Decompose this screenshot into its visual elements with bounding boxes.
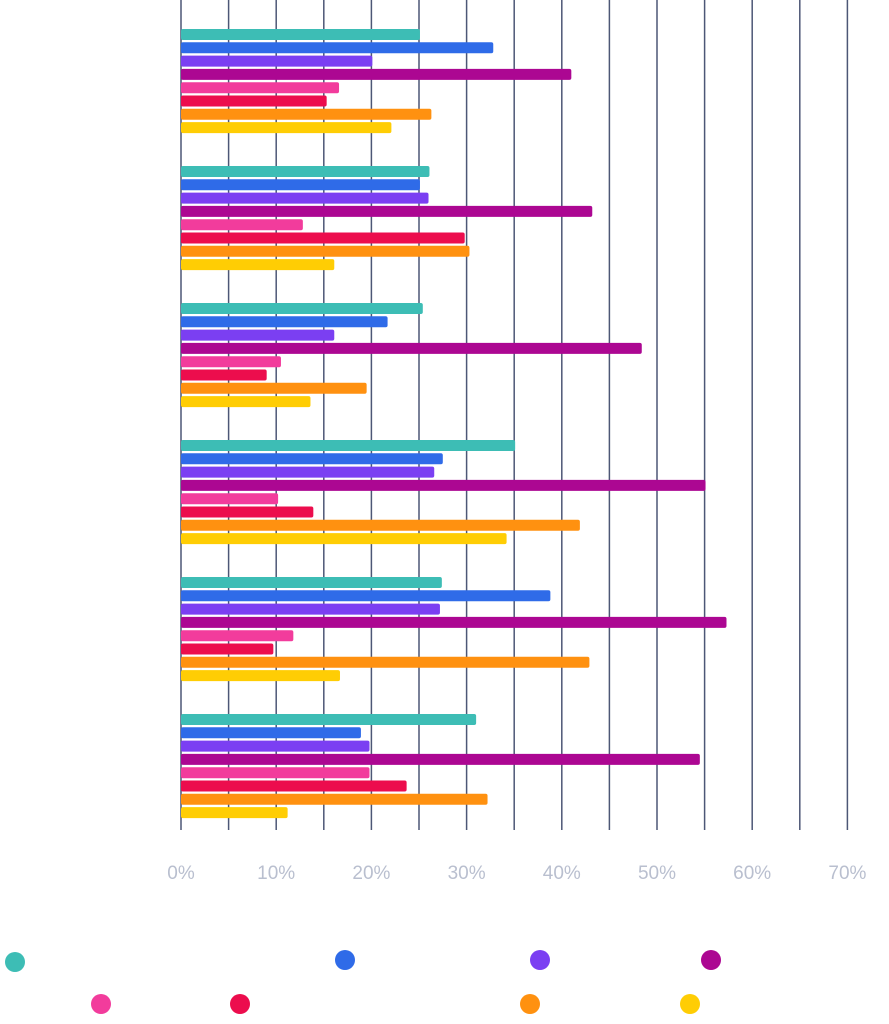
bar-series-7-group-4 <box>181 519 580 531</box>
x-tick-label: 30% <box>448 863 486 884</box>
x-tick-label: 60% <box>733 863 771 884</box>
bar-series-8-group-4 <box>181 533 507 545</box>
bar-series-2-group-4 <box>181 453 443 465</box>
bar-series-8-group-5 <box>181 670 340 682</box>
bar-series-5-group-5 <box>181 630 294 642</box>
bar-series-6-group-5 <box>181 643 274 655</box>
legend-marker-series-3 <box>530 950 550 970</box>
x-axis-ticks: 0% 10% 20% 30% 40% 50% 60% 70% <box>167 863 866 884</box>
bar-series-7-group-1 <box>181 108 432 120</box>
bar-series-6-group-6 <box>181 780 407 792</box>
bar-series-5-group-6 <box>181 767 370 779</box>
bars <box>181 29 727 819</box>
bar-series-1-group-2 <box>181 166 430 177</box>
bar-series-1-group-1 <box>181 29 420 40</box>
legend-marker-series-8 <box>680 994 700 1014</box>
bar-series-2-group-3 <box>181 316 388 328</box>
legend-marker-series-6 <box>230 994 250 1014</box>
legend-marker-series-4 <box>701 950 721 970</box>
bar-series-8-group-2 <box>181 259 335 271</box>
bar-series-1-group-5 <box>181 577 442 588</box>
bar-series-5-group-2 <box>181 219 303 231</box>
bar-series-8-group-6 <box>181 807 288 819</box>
bar-series-4-group-4 <box>181 479 706 491</box>
bar-series-6-group-1 <box>181 95 327 107</box>
x-tick-label: 10% <box>257 863 295 884</box>
bar-series-4-group-5 <box>181 616 727 628</box>
bar-series-3-group-3 <box>181 329 335 341</box>
bar-series-3-group-6 <box>181 740 370 752</box>
bar-series-3-group-1 <box>181 55 373 67</box>
grid-lines <box>180 0 849 830</box>
legend-marker-series-1 <box>5 952 25 972</box>
x-tick-label: 20% <box>352 863 390 884</box>
bar-series-4-group-6 <box>181 753 700 765</box>
x-tick-label: 40% <box>543 863 581 884</box>
bar-series-7-group-5 <box>181 656 590 668</box>
legend-marker-series-7 <box>520 994 540 1014</box>
bar-series-3-group-4 <box>181 466 435 478</box>
bar-series-7-group-2 <box>181 245 470 257</box>
bar-series-4-group-1 <box>181 68 572 80</box>
legend-marker-series-5 <box>91 994 111 1014</box>
bar-series-1-group-6 <box>181 714 477 725</box>
bar-series-5-group-4 <box>181 493 279 505</box>
bar-series-8-group-3 <box>181 396 311 408</box>
bar-series-4-group-3 <box>181 342 642 354</box>
bar-series-7-group-6 <box>181 793 488 805</box>
x-tick-label: 70% <box>828 863 866 884</box>
bar-series-6-group-3 <box>181 369 267 381</box>
bar-series-6-group-4 <box>181 506 314 518</box>
x-tick-label: 50% <box>638 863 676 884</box>
bar-series-5-group-3 <box>181 356 281 368</box>
bar-series-2-group-6 <box>181 727 361 739</box>
legend-marker-series-2 <box>335 950 355 970</box>
bar-series-4-group-2 <box>181 205 593 217</box>
bar-series-2-group-1 <box>181 42 494 54</box>
bar-series-5-group-1 <box>181 82 340 94</box>
bar-series-1-group-3 <box>181 303 423 314</box>
bar-series-6-group-2 <box>181 232 465 244</box>
bar-series-1-group-4 <box>181 440 516 451</box>
bar-series-3-group-5 <box>181 603 440 615</box>
x-tick-label: 0% <box>167 863 195 884</box>
bar-series-8-group-1 <box>181 122 392 134</box>
bar-series-2-group-2 <box>181 179 420 191</box>
bar-series-7-group-3 <box>181 382 367 394</box>
bar-series-3-group-2 <box>181 192 429 204</box>
bar-series-2-group-5 <box>181 590 551 602</box>
